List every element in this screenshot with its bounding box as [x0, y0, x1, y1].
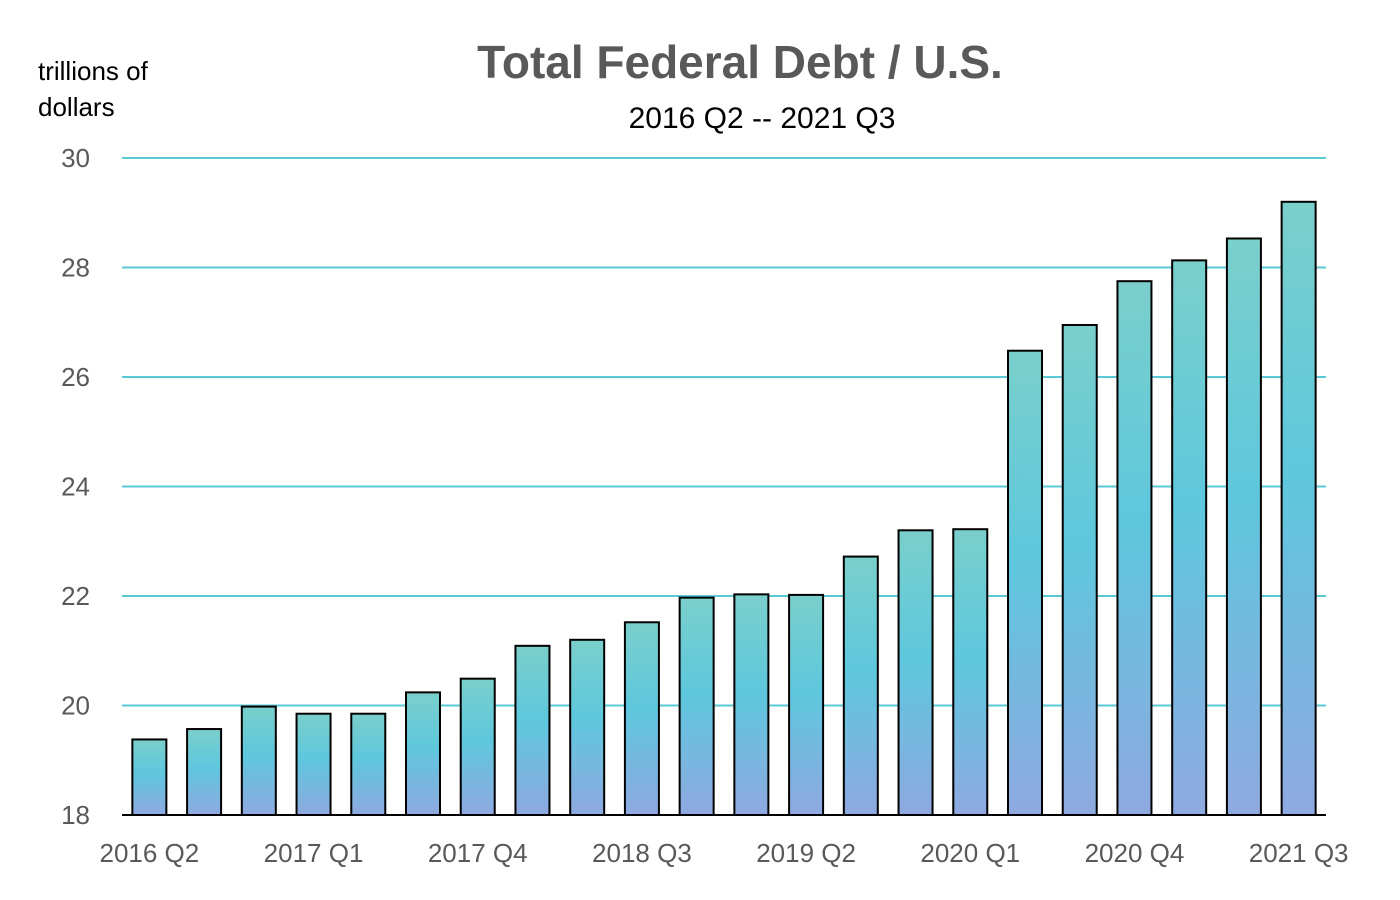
bar-2016-q2 — [131, 738, 168, 817]
bar-2021-q3 — [1280, 200, 1317, 817]
y-tick-label: 26 — [61, 362, 90, 392]
y-tick-label: 20 — [61, 691, 90, 721]
bar-2021-q1 — [1171, 259, 1208, 816]
bar-2018-q2 — [569, 638, 606, 816]
bar-2016-q4 — [240, 705, 277, 816]
x-tick-label: 2017 Q4 — [428, 838, 528, 868]
chart-subtitle: 2016 Q2 -- 2021 Q3 — [629, 102, 896, 135]
y-tick-label: 30 — [61, 143, 90, 173]
bar-2017-q3 — [405, 691, 441, 816]
x-tick-label: 2021 Q3 — [1249, 838, 1349, 868]
bars — [131, 200, 1317, 817]
y-tick-label: 22 — [61, 581, 90, 611]
x-tick-label: 2017 Q1 — [264, 838, 364, 868]
bar-2019-q4 — [897, 529, 934, 816]
y-tick-label: 24 — [61, 472, 90, 502]
x-tick-label: 2018 Q3 — [592, 838, 692, 868]
bar-2020-q4 — [1116, 280, 1153, 816]
bar-2017-q4 — [459, 677, 496, 816]
y-axis-label-line-1: trillions of — [38, 56, 149, 86]
bar-2020-q3 — [1061, 323, 1098, 816]
y-axis-label-line-2: dollars — [38, 92, 115, 122]
bar-2019-q2 — [788, 593, 825, 817]
y-tick-label: 28 — [61, 253, 90, 283]
bar-2018-q3 — [623, 621, 660, 817]
bar-2020-q1 — [952, 528, 989, 817]
bar-2019-q3 — [842, 555, 879, 817]
y-tick-label: 18 — [61, 800, 90, 830]
x-tick-label: 2020 Q4 — [1085, 838, 1185, 868]
bar-2017-q2 — [350, 712, 387, 817]
bar-2019-q1 — [733, 593, 770, 816]
bar-2020-q2 — [1007, 349, 1043, 816]
bar-2016-q3 — [186, 728, 223, 816]
bar-2017-q1 — [295, 712, 332, 817]
y-axis-ticks: 18 20 22 24 26 28 30 — [61, 143, 90, 830]
chart-title: Total Federal Debt / U.S. — [477, 36, 1003, 88]
bar-2018-q1 — [514, 644, 551, 817]
x-tick-label: 2020 Q1 — [920, 838, 1020, 868]
bar-2018-q4 — [678, 596, 715, 817]
x-tick-label: 2016 Q2 — [99, 838, 199, 868]
x-axis-ticks: 2016 Q2 2017 Q1 2017 Q4 2018 Q3 2019 Q2 2020 … — [99, 838, 1348, 868]
x-tick-label: 2019 Q2 — [756, 838, 856, 868]
bar-2021-q2 — [1225, 237, 1262, 817]
